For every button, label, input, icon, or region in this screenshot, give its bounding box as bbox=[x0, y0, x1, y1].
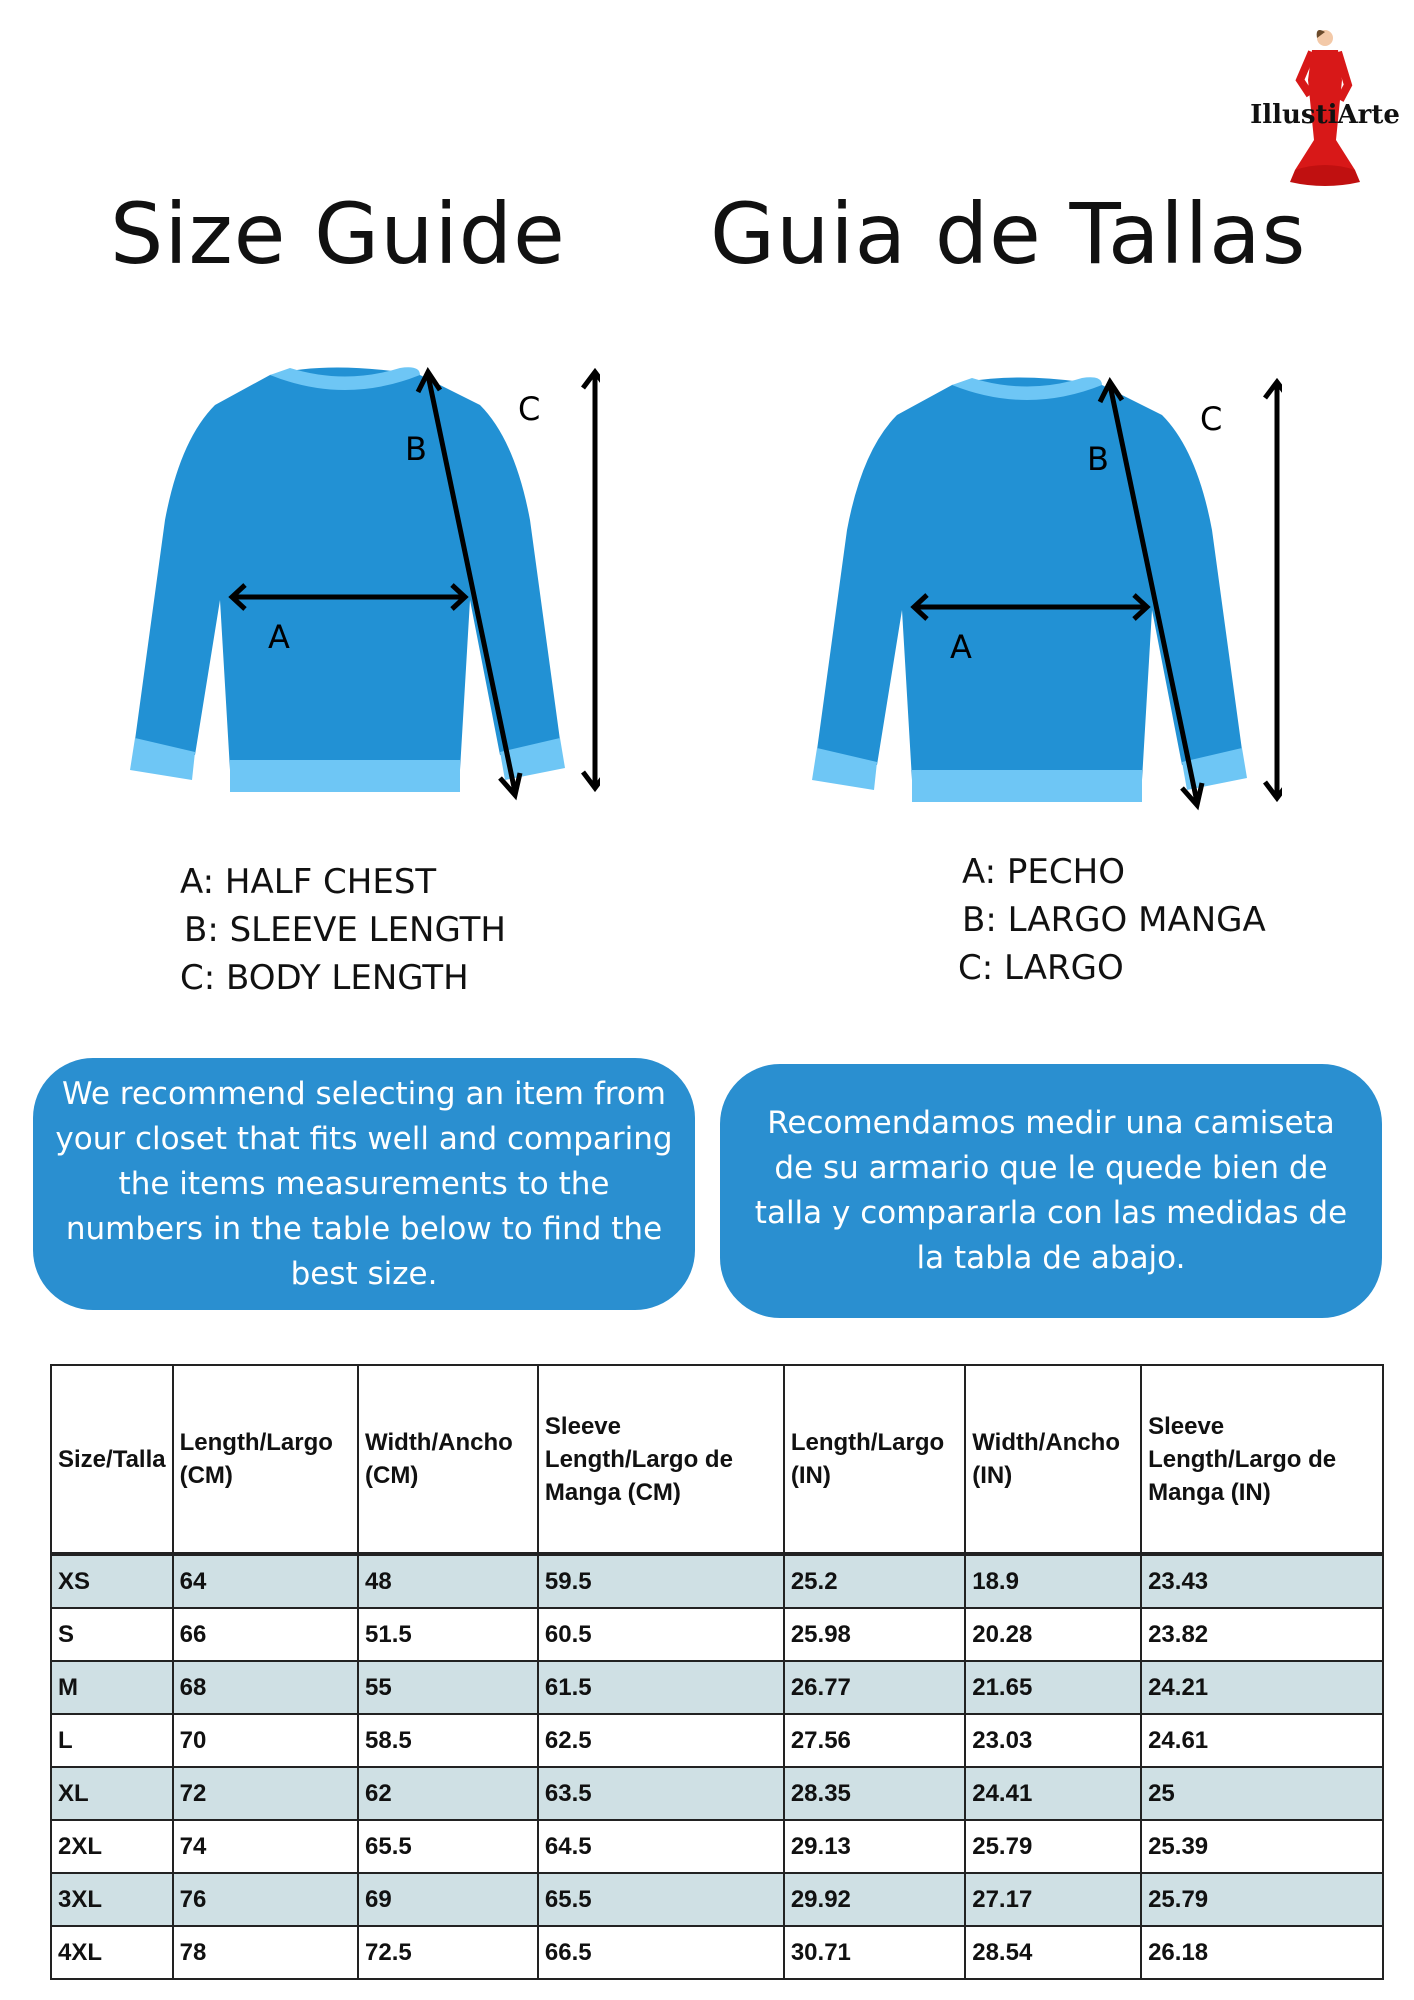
table-cell: 62 bbox=[357, 1766, 539, 1821]
header-width-cm: Width/Ancho (CM) bbox=[357, 1364, 539, 1555]
header-length-cm: Length/Largo (CM) bbox=[171, 1364, 360, 1555]
legend-item: B: LARGO MANGA bbox=[962, 900, 1266, 940]
table-cell: 66 bbox=[171, 1607, 360, 1662]
table-cell: 23.03 bbox=[964, 1713, 1143, 1768]
header-size: Size/Talla bbox=[50, 1364, 174, 1555]
table-cell: 27.56 bbox=[782, 1713, 967, 1768]
label-c: C bbox=[518, 390, 540, 428]
table-cell: 62.5 bbox=[536, 1713, 785, 1768]
table-cell: 51.5 bbox=[357, 1607, 539, 1662]
table-row: M 68 55 61.5 26.77 21.65 24.21 bbox=[50, 1660, 1384, 1715]
table-cell: 25.79 bbox=[1140, 1872, 1384, 1927]
table-cell: 4XL bbox=[50, 1925, 174, 1980]
table-row: 2XL 74 65.5 64.5 29.13 25.79 25.39 bbox=[50, 1819, 1384, 1874]
table-cell: 66.5 bbox=[536, 1925, 785, 1980]
table-cell: 76 bbox=[171, 1872, 360, 1927]
table-cell: 18.9 bbox=[964, 1553, 1143, 1609]
table-cell: 65.5 bbox=[357, 1819, 539, 1874]
table-cell: 24.41 bbox=[964, 1766, 1143, 1821]
header-sleeve-cm: Sleeve Length/Largo de Manga (CM) bbox=[536, 1364, 785, 1555]
table-cell: 2XL bbox=[50, 1819, 174, 1874]
table-cell: 72.5 bbox=[357, 1925, 539, 1980]
table-cell: 25.79 bbox=[964, 1819, 1143, 1874]
table-cell: 26.77 bbox=[782, 1660, 967, 1715]
table-cell: 59.5 bbox=[536, 1553, 785, 1609]
table-cell: 74 bbox=[171, 1819, 360, 1874]
table-cell: 25.2 bbox=[782, 1553, 967, 1609]
illustiarte-logo: IllustiArte bbox=[1240, 20, 1410, 195]
table-row: S 66 51.5 60.5 25.98 20.28 23.82 bbox=[50, 1607, 1384, 1662]
legend-item: C: BODY LENGTH bbox=[180, 958, 469, 998]
legend-spanish: A: PECHO B: LARGO MANGA C: LARGO bbox=[958, 848, 1266, 992]
sweater-diagram-spanish: A B C bbox=[812, 377, 1282, 811]
table-cell: 3XL bbox=[50, 1872, 174, 1927]
recommendation-english: We recommend selecting an item from your… bbox=[33, 1058, 695, 1310]
table-cell: 63.5 bbox=[536, 1766, 785, 1821]
table-cell: XS bbox=[50, 1553, 174, 1609]
table-cell: 65.5 bbox=[536, 1872, 785, 1927]
table-cell: 28.35 bbox=[782, 1766, 967, 1821]
table-cell: XL bbox=[50, 1766, 174, 1821]
label-a: A bbox=[950, 628, 972, 666]
legend-item: C: LARGO bbox=[958, 948, 1124, 988]
table-cell: 28.54 bbox=[964, 1925, 1143, 1980]
table-row: 3XL 76 69 65.5 29.92 27.17 25.79 bbox=[50, 1872, 1384, 1927]
table-row: XS 64 48 59.5 25.2 18.9 23.43 bbox=[50, 1553, 1384, 1609]
table-cell: 26.18 bbox=[1140, 1925, 1384, 1980]
legend-english: A: HALF CHEST B: SLEEVE LENGTH C: BODY L… bbox=[180, 858, 506, 1002]
table-cell: 25.98 bbox=[782, 1607, 967, 1662]
table-cell: 72 bbox=[171, 1766, 360, 1821]
table-cell: 60.5 bbox=[536, 1607, 785, 1662]
legend-item: B: SLEEVE LENGTH bbox=[184, 910, 506, 950]
label-b: B bbox=[405, 430, 427, 468]
table-cell: 64.5 bbox=[536, 1819, 785, 1874]
legend-item: A: HALF CHEST bbox=[180, 862, 437, 902]
table-cell: 69 bbox=[357, 1872, 539, 1927]
table-cell: 25 bbox=[1140, 1766, 1384, 1821]
table-header-row: Size/Talla Length/Largo (CM) Width/Ancho… bbox=[50, 1364, 1384, 1555]
table-row: 4XL 78 72.5 66.5 30.71 28.54 26.18 bbox=[50, 1925, 1384, 1980]
table-cell: 61.5 bbox=[536, 1660, 785, 1715]
table-cell: 24.61 bbox=[1140, 1713, 1384, 1768]
size-table: Size/Talla Length/Largo (CM) Width/Ancho… bbox=[50, 1364, 1384, 1980]
sweater-diagram-english: A B C bbox=[130, 367, 600, 801]
table-cell: 68 bbox=[171, 1660, 360, 1715]
title-english: Size Guide bbox=[110, 185, 566, 283]
logo-text: IllustiArte bbox=[1250, 100, 1400, 130]
table-cell: S bbox=[50, 1607, 174, 1662]
table-cell: 24.21 bbox=[1140, 1660, 1384, 1715]
label-b: B bbox=[1087, 440, 1109, 478]
table-cell: 70 bbox=[171, 1713, 360, 1768]
table-cell: 64 bbox=[171, 1553, 360, 1609]
table-cell: 55 bbox=[357, 1660, 539, 1715]
header-width-in: Width/Ancho (IN) bbox=[964, 1364, 1143, 1555]
recommendation-spanish: Recomendamos medir una camiseta de su ar… bbox=[720, 1064, 1382, 1318]
table-cell: 23.82 bbox=[1140, 1607, 1384, 1662]
table-cell: 27.17 bbox=[964, 1872, 1143, 1927]
table-cell: 58.5 bbox=[357, 1713, 539, 1768]
table-cell: 23.43 bbox=[1140, 1553, 1384, 1609]
label-c: C bbox=[1200, 400, 1222, 438]
table-cell: 30.71 bbox=[782, 1925, 967, 1980]
table-cell: 20.28 bbox=[964, 1607, 1143, 1662]
header-length-in: Length/Largo (IN) bbox=[782, 1364, 967, 1555]
table-cell: 78 bbox=[171, 1925, 360, 1980]
table-cell: 29.92 bbox=[782, 1872, 967, 1927]
title-spanish: Guia de Tallas bbox=[710, 185, 1307, 283]
table-cell: 29.13 bbox=[782, 1819, 967, 1874]
table-row: L 70 58.5 62.5 27.56 23.03 24.61 bbox=[50, 1713, 1384, 1768]
table-cell: M bbox=[50, 1660, 174, 1715]
table-row: XL 72 62 63.5 28.35 24.41 25 bbox=[50, 1766, 1384, 1821]
table-cell: L bbox=[50, 1713, 174, 1768]
legend-item: A: PECHO bbox=[962, 852, 1125, 892]
header-sleeve-in: Sleeve Length/Largo de Manga (IN) bbox=[1140, 1364, 1384, 1555]
table-cell: 25.39 bbox=[1140, 1819, 1384, 1874]
label-a: A bbox=[268, 618, 290, 656]
table-cell: 21.65 bbox=[964, 1660, 1143, 1715]
table-cell: 48 bbox=[357, 1553, 539, 1609]
